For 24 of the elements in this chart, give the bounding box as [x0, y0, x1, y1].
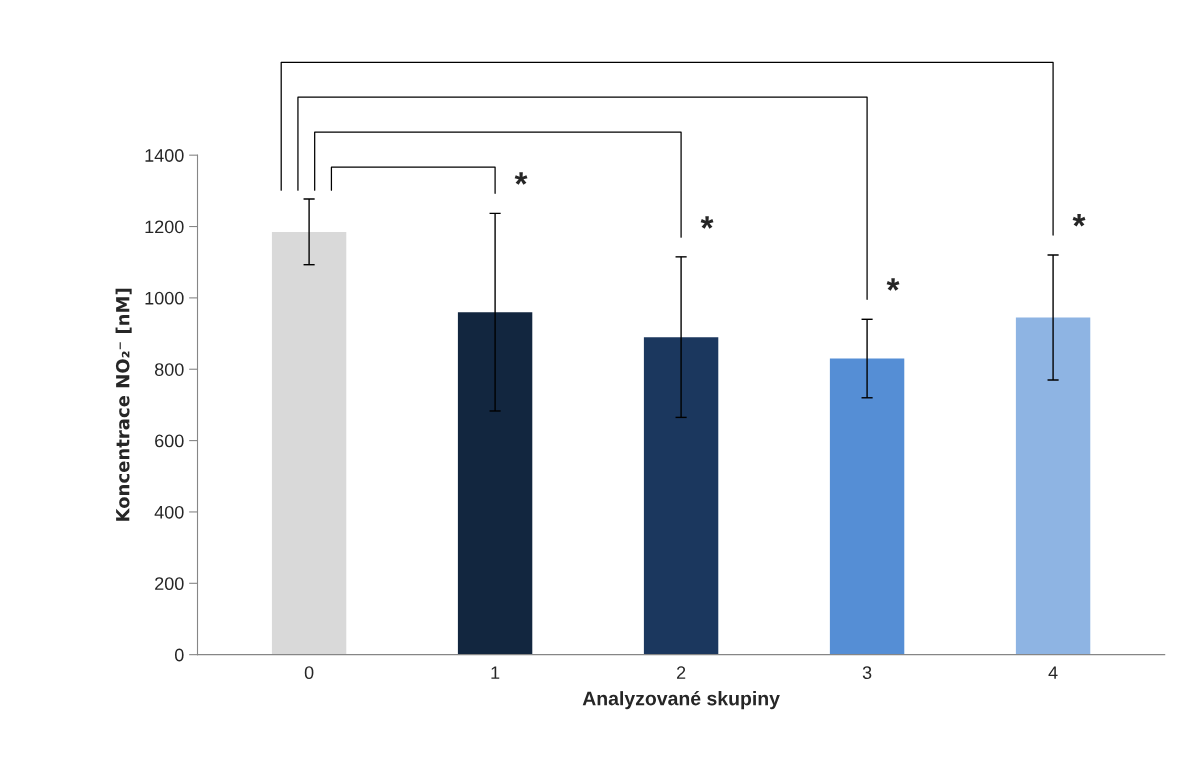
bar: [1015, 317, 1091, 655]
y-tick-label: 1200: [145, 220, 184, 234]
y-tick-label: 1000: [145, 291, 184, 305]
annotation: *: [700, 216, 714, 229]
y-axis-title: Koncentrace NO₂⁻ [nM]: [115, 288, 132, 521]
bar: [271, 231, 347, 655]
bar: [457, 312, 533, 655]
y-tick-label: 600: [155, 434, 184, 448]
x-axis-title: Analyzované skupiny: [582, 690, 780, 710]
bar: [643, 337, 719, 655]
y-tick-label: 800: [154, 363, 184, 376]
x-tick-label: 3: [862, 666, 872, 680]
x-tick-label: 2: [676, 666, 686, 679]
x-tick-label: 0: [304, 666, 314, 680]
annotation: *: [886, 278, 900, 291]
x-tick-label: 4: [1048, 666, 1058, 679]
y-tick-label: 400: [154, 505, 184, 519]
bar: [829, 358, 905, 655]
y-tick-label: 200: [155, 577, 184, 591]
y-tick-label: 1400: [145, 149, 184, 162]
x-tick-label: 1: [491, 666, 500, 679]
y-tick-label: 0: [174, 648, 184, 662]
annotation: *: [514, 172, 528, 185]
annotation: *: [1072, 214, 1086, 227]
